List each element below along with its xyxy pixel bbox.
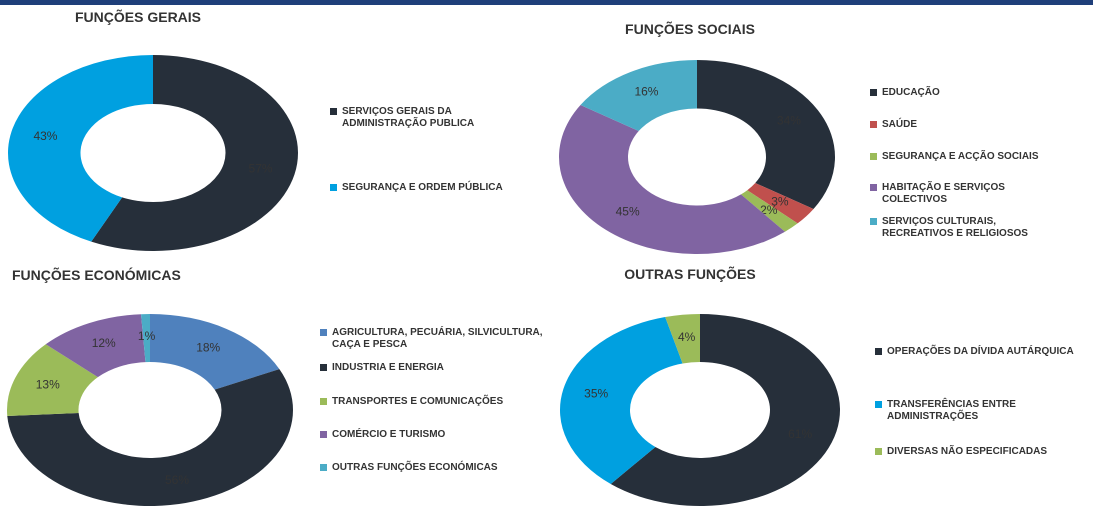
legend-item: AGRICULTURA, PECUÁRIA, SILVICULTURA, CAÇ… xyxy=(320,327,560,351)
legend-swatch xyxy=(870,184,877,191)
legend-swatch xyxy=(875,448,882,455)
pie-slice xyxy=(580,59,697,132)
data-label: 34% xyxy=(777,114,801,128)
top-bar xyxy=(0,0,1093,5)
legend-item: EDUCAÇÃO xyxy=(870,87,1070,99)
chart-title: FUNÇÕES GERAIS xyxy=(75,8,201,25)
legend-item: OPERAÇÕES DA DÍVIDA AUTÁRQUICA xyxy=(875,346,1090,358)
data-label: 13% xyxy=(36,377,60,391)
legend-swatch xyxy=(320,464,327,471)
pie-slice xyxy=(7,344,98,417)
legend-label: SERVIÇOS CULTURAIS, RECREATIVOS E RELIGI… xyxy=(882,216,1028,239)
pie-slice xyxy=(8,55,154,242)
legend-swatch xyxy=(870,89,877,96)
legend-swatch xyxy=(875,401,882,408)
legend-swatch xyxy=(870,121,877,128)
legend-label: DIVERSAS NÃO ESPECIFICADAS xyxy=(887,446,1048,457)
legend-item: TRANSPORTES E COMUNICAÇÕES xyxy=(320,396,560,408)
legend-label: INDUSTRIA E ENERGIA xyxy=(332,362,444,373)
legend-swatch xyxy=(870,153,877,160)
legend-item: SEGURANÇA E ORDEM PÚBLICA xyxy=(330,182,510,194)
legend-item: TRANSFERÊNCIAS ENTRE ADMINISTRAÇÕES xyxy=(875,399,1090,423)
legend-label: EDUCAÇÃO xyxy=(882,87,940,98)
legend-swatch xyxy=(320,431,327,438)
legend-label: SEGURANÇA E ORDEM PÚBLICA xyxy=(342,182,503,193)
data-label: 12% xyxy=(92,336,116,350)
legend-item: COMÉRCIO E TURISMO xyxy=(320,429,560,441)
data-label: 2% xyxy=(760,203,778,217)
legend-swatch xyxy=(870,218,877,225)
legend-label: OPERAÇÕES DA DÍVIDA AUTÁRQUICA xyxy=(887,346,1074,357)
legend-label: COMÉRCIO E TURISMO xyxy=(332,429,446,440)
legend-item: OUTRAS FUNÇÕES ECONÓMICAS xyxy=(320,462,560,474)
legend-swatch xyxy=(875,348,882,355)
legend-label: TRANSFERÊNCIAS ENTRE ADMINISTRAÇÕES xyxy=(887,399,1016,422)
data-label: 3% xyxy=(771,194,789,208)
pie-slice xyxy=(740,190,798,232)
pie-slice xyxy=(747,182,814,224)
pie-slice xyxy=(141,314,150,363)
pie-slice xyxy=(45,314,146,378)
legend-swatch xyxy=(330,184,337,191)
legend-label: SAÚDE xyxy=(882,119,918,130)
chart-title: FUNÇÕES SOCIAIS xyxy=(625,20,755,37)
chart-title: FUNÇÕES ECONÓMICAS xyxy=(12,266,181,283)
legend-swatch xyxy=(330,108,337,115)
data-label: 56% xyxy=(165,473,189,487)
data-label: 45% xyxy=(616,204,640,218)
legend-label: SERVIÇOS GERAIS DA ADMINISTRAÇÃO PUBLICA xyxy=(342,106,475,129)
legend-label: TRANSPORTES E COMUNICAÇÕES xyxy=(332,396,504,407)
data-label: 43% xyxy=(33,129,57,143)
legend-item: SEGURANÇA E ACÇÃO SOCIAIS xyxy=(870,151,1070,163)
chart-title: OUTRAS FUNÇÕES xyxy=(624,265,755,282)
legend-label: OUTRAS FUNÇÕES ECONÓMICAS xyxy=(332,462,498,473)
data-label: 57% xyxy=(249,161,273,175)
data-label: 35% xyxy=(584,386,608,400)
legend-item: SAÚDE xyxy=(870,119,1070,131)
legend-item: SERVIÇOS CULTURAIS, RECREATIVOS E RELIGI… xyxy=(870,216,1070,240)
data-label: 1% xyxy=(138,329,156,343)
pie-slice xyxy=(7,369,294,507)
pie-slice xyxy=(665,314,700,364)
legend-label: SEGURANÇA E ACÇÃO SOCIAIS xyxy=(882,151,1039,162)
pie-slice xyxy=(560,317,683,484)
legend-item: SERVIÇOS GERAIS DA ADMINISTRAÇÃO PUBLICA xyxy=(330,106,510,130)
pie-slice xyxy=(150,314,280,390)
pie-slice xyxy=(91,55,299,251)
legend-label: HABITAÇÃO E SERVIÇOS COLECTIVOS xyxy=(882,182,1005,205)
data-label: 4% xyxy=(678,330,696,344)
data-label: 16% xyxy=(634,85,658,99)
legend-item: INDUSTRIA E ENERGIA xyxy=(320,362,560,374)
legend-item: HABITAÇÃO E SERVIÇOS COLECTIVOS xyxy=(870,182,1070,206)
data-label: 61% xyxy=(788,427,812,441)
legend-label: AGRICULTURA, PECUÁRIA, SILVICULTURA, CAÇ… xyxy=(332,327,543,350)
pie-slice xyxy=(697,60,835,209)
legend-swatch xyxy=(320,329,327,336)
pie-slice xyxy=(610,314,841,506)
legend-swatch xyxy=(320,364,327,371)
legend-swatch xyxy=(320,398,327,405)
pie-slice xyxy=(558,105,785,255)
data-label: 18% xyxy=(196,341,220,355)
legend-item: DIVERSAS NÃO ESPECIFICADAS xyxy=(875,446,1090,458)
